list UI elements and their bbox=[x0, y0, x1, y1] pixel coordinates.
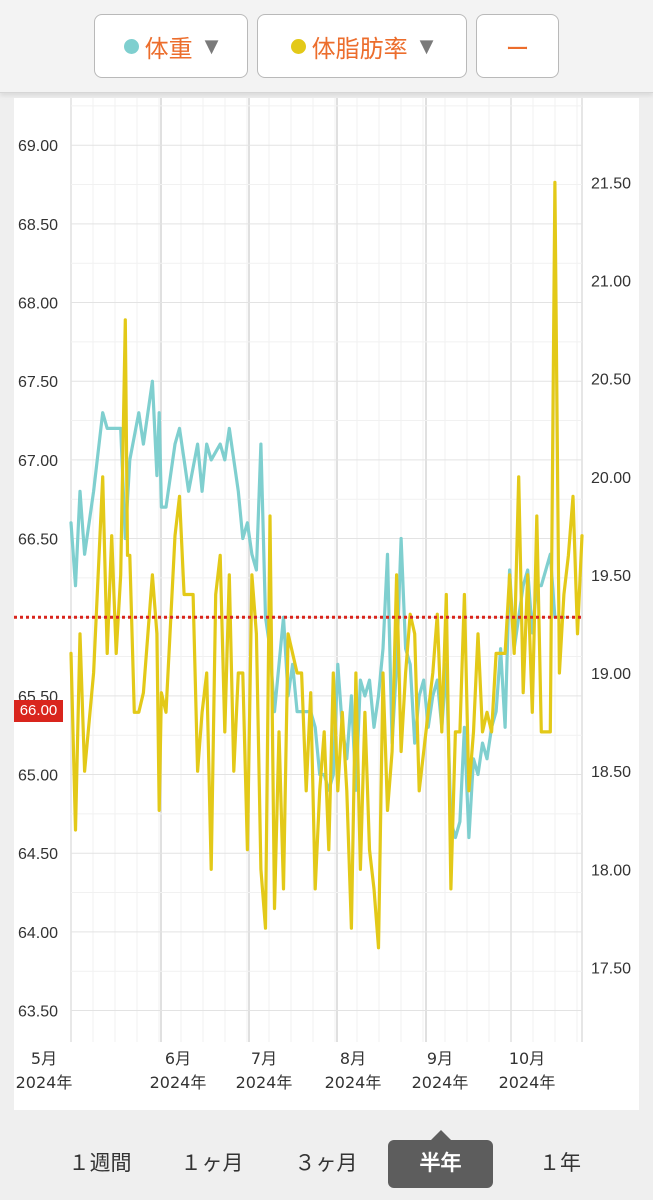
y-right-tick-label: 17.50 bbox=[591, 960, 631, 977]
y-left-tick-label: 64.50 bbox=[18, 846, 58, 863]
weight-series-line bbox=[69, 379, 566, 840]
line-chart[interactable]: 63.5064.0064.5065.0065.5066.5067.0067.50… bbox=[14, 98, 639, 1110]
y-right-tick-label: 19.50 bbox=[591, 568, 631, 585]
y-left-tick-label: 68.00 bbox=[18, 296, 58, 313]
y-right-tick-label: 18.50 bbox=[591, 764, 631, 781]
y-left-tick-label: 67.50 bbox=[18, 374, 58, 391]
period-1month[interactable]: １ヶ月 bbox=[180, 1151, 244, 1175]
body-fat-series-line bbox=[69, 180, 584, 950]
x-tick-month: 5月 bbox=[31, 1049, 57, 1068]
y-left-tick-label: 69.00 bbox=[18, 138, 58, 155]
x-tick-month: 8月 bbox=[340, 1049, 366, 1068]
x-tick-year: 2024年 bbox=[150, 1073, 207, 1092]
third-series-button[interactable]: ー bbox=[476, 14, 559, 78]
x-tick-year: 2024年 bbox=[412, 1073, 469, 1092]
x-tick-month: 9月 bbox=[427, 1049, 453, 1068]
x-tick-year: 2024年 bbox=[499, 1073, 556, 1092]
body-fat-series-label: 体脂肪率 bbox=[311, 34, 408, 63]
x-tick-year: 2024年 bbox=[325, 1073, 382, 1092]
reference-value-badge: 66.00 bbox=[14, 700, 63, 722]
y-right-tick-label: 20.50 bbox=[591, 372, 631, 389]
x-tick-month: 7月 bbox=[251, 1049, 277, 1068]
y-left-tick-label: 64.00 bbox=[18, 925, 58, 942]
period-3months[interactable]: ３ヶ月 bbox=[294, 1151, 358, 1175]
period-1year[interactable]: １年 bbox=[539, 1151, 581, 1175]
chevron-down-icon: ▼ bbox=[419, 35, 434, 57]
y-left-tick-label: 66.50 bbox=[18, 532, 58, 549]
x-tick-month: 6月 bbox=[165, 1049, 191, 1068]
chart-panel: 63.50 64.00 64.50 65.00 65.50 66.50 67.00 67.50… bbox=[14, 98, 639, 1110]
y-left-tick-label: 67.00 bbox=[18, 453, 58, 470]
y-left-tick-label: 65.00 bbox=[18, 768, 58, 785]
y-left-tick-label: 68.50 bbox=[18, 217, 58, 234]
series-selector-bar: 体重 ▼ 体脂肪率 ▼ ー bbox=[0, 0, 653, 93]
x-tick-year: 2024年 bbox=[16, 1073, 73, 1092]
body-fat-color-dot bbox=[290, 38, 306, 54]
chevron-down-icon: ▼ bbox=[204, 35, 219, 57]
body-fat-series-dropdown[interactable]: 体脂肪率 ▼ bbox=[257, 14, 467, 78]
x-tick-year: 2024年 bbox=[236, 1073, 293, 1092]
period-6months-active[interactable]: 半年 bbox=[388, 1130, 493, 1188]
period-1week[interactable]: １週間 bbox=[68, 1151, 132, 1175]
y-right-tick-label: 21.50 bbox=[591, 175, 631, 192]
weight-series-label: 体重 bbox=[144, 34, 193, 63]
y-right-tick-label: 19.00 bbox=[591, 666, 631, 683]
x-tick-month: 10月 bbox=[509, 1049, 545, 1068]
weight-color-dot bbox=[123, 38, 139, 54]
period-selector: １週間 １ヶ月 ３ヶ月 半年 １年 bbox=[0, 1110, 653, 1200]
y-left-tick-label: 63.50 bbox=[18, 1004, 58, 1021]
weight-series-dropdown[interactable]: 体重 ▼ bbox=[94, 14, 248, 78]
third-series-label: ー bbox=[505, 34, 530, 63]
y-right-tick-label: 20.00 bbox=[591, 470, 631, 487]
y-right-tick-label: 18.00 bbox=[591, 862, 631, 879]
y-right-tick-label: 21.00 bbox=[591, 274, 631, 291]
